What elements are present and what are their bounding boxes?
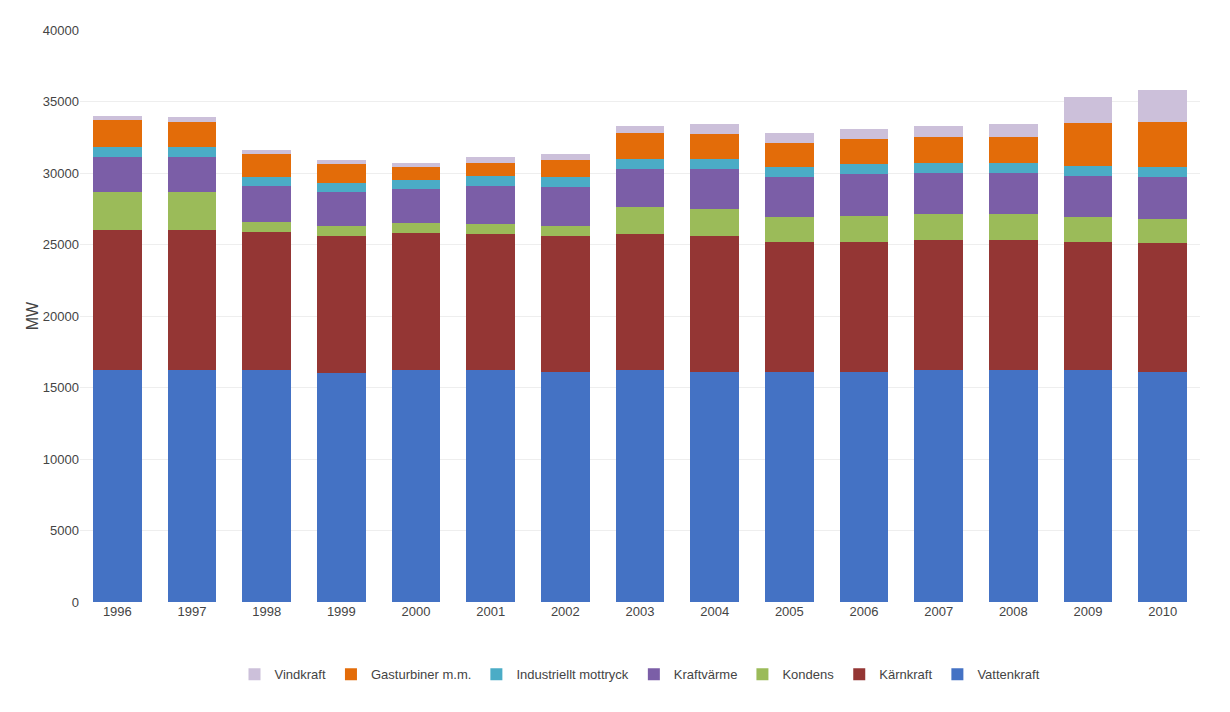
svg-text:2007: 2007 bbox=[924, 604, 953, 619]
svg-text:40000: 40000 bbox=[43, 23, 79, 38]
svg-text:Vindkraft: Vindkraft bbox=[275, 667, 326, 682]
svg-text:Kärnkraft: Kärnkraft bbox=[879, 667, 932, 682]
svg-text:MW: MW bbox=[24, 301, 41, 330]
svg-text:Kondens: Kondens bbox=[782, 667, 834, 682]
svg-text:0: 0 bbox=[72, 595, 79, 610]
svg-text:5000: 5000 bbox=[50, 523, 79, 538]
svg-text:25000: 25000 bbox=[43, 237, 79, 252]
svg-text:1997: 1997 bbox=[178, 604, 207, 619]
svg-text:Vattenkraft: Vattenkraft bbox=[977, 667, 1039, 682]
svg-text:1999: 1999 bbox=[327, 604, 356, 619]
svg-text:2006: 2006 bbox=[850, 604, 879, 619]
svg-text:35000: 35000 bbox=[43, 94, 79, 109]
svg-text:20000: 20000 bbox=[43, 309, 79, 324]
svg-text:2010: 2010 bbox=[1148, 604, 1177, 619]
svg-text:2000: 2000 bbox=[402, 604, 431, 619]
svg-text:Gasturbiner m.m.: Gasturbiner m.m. bbox=[371, 667, 471, 682]
svg-text:Industriellt mottryck: Industriellt mottryck bbox=[516, 667, 628, 682]
svg-text:2008: 2008 bbox=[999, 604, 1028, 619]
svg-text:1996: 1996 bbox=[103, 604, 132, 619]
svg-text:2001: 2001 bbox=[476, 604, 505, 619]
svg-text:2003: 2003 bbox=[626, 604, 655, 619]
svg-text:Kraftvärme: Kraftvärme bbox=[674, 667, 738, 682]
svg-text:2009: 2009 bbox=[1074, 604, 1103, 619]
svg-text:30000: 30000 bbox=[43, 166, 79, 181]
svg-text:10000: 10000 bbox=[43, 452, 79, 467]
svg-text:15000: 15000 bbox=[43, 380, 79, 395]
svg-text:1998: 1998 bbox=[252, 604, 281, 619]
svg-text:2002: 2002 bbox=[551, 604, 580, 619]
svg-text:2005: 2005 bbox=[775, 604, 804, 619]
svg-text:2004: 2004 bbox=[700, 604, 729, 619]
